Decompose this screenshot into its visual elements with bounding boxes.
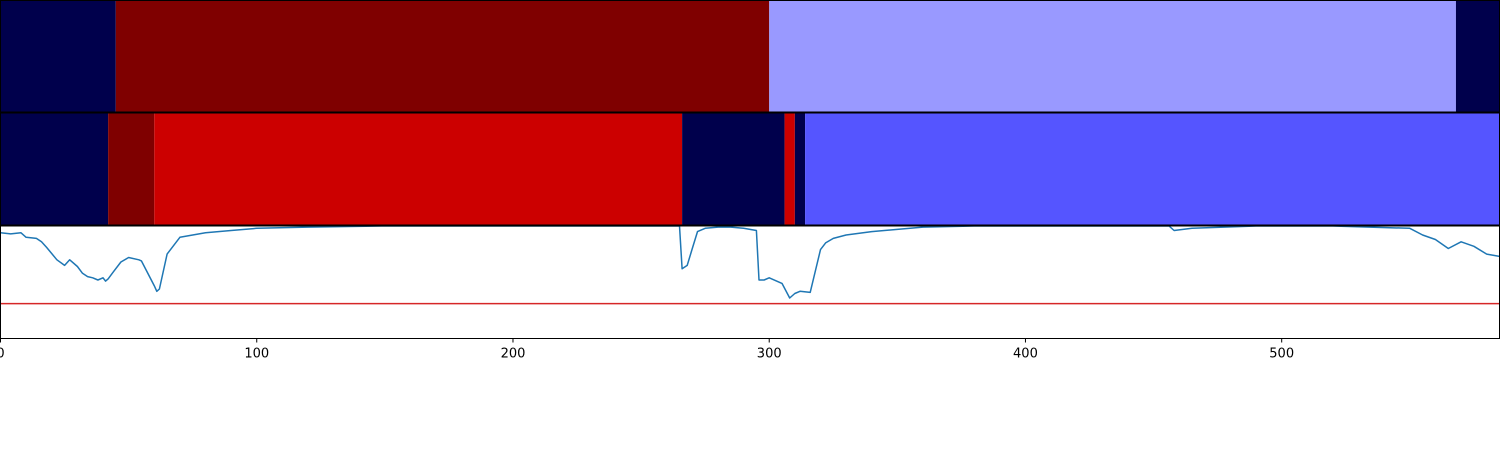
segment-0-2	[769, 0, 1456, 112]
x-tick-label-100: 100	[244, 347, 269, 362]
plot-area	[0, 226, 1500, 305]
segment-1-2	[154, 113, 683, 225]
x-tick-label-0: 0	[0, 347, 5, 362]
segment-1-5	[794, 113, 806, 225]
x-tick-label-300: 300	[757, 347, 782, 362]
curve-panel	[0, 225, 1500, 339]
segment-0-1	[115, 0, 770, 112]
segment-0-3	[1455, 0, 1500, 112]
series-line-0	[0, 226, 1500, 299]
middle-segmentation-panel	[0, 112, 1500, 226]
segment-1-3	[682, 113, 785, 225]
x-axis: 0 100 200 300 400 500	[0, 338, 1294, 362]
segment-1-1	[108, 113, 155, 225]
x-tick-label-500: 500	[1269, 347, 1294, 362]
panel-frame-2	[0, 225, 1500, 339]
top-segmentation-panel	[0, 0, 1500, 113]
segment-1-4	[784, 113, 795, 225]
segment-1-0	[0, 113, 109, 225]
segment-1-6	[805, 113, 1500, 225]
x-tick-label-400: 400	[1013, 347, 1038, 362]
x-tick-label-200: 200	[501, 347, 526, 362]
segment-0-0	[0, 0, 116, 112]
